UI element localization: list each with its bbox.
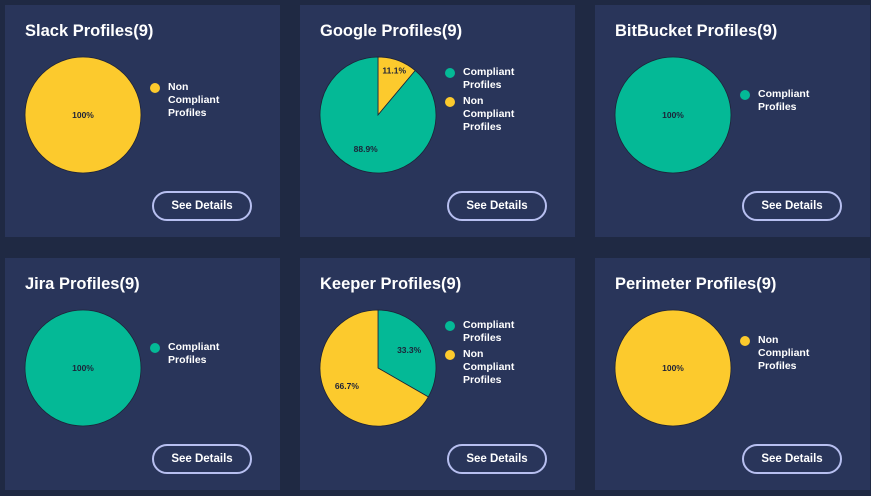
pie-slice-label: 66.7% [335, 381, 360, 391]
legend-dot-icon [150, 343, 160, 353]
legend-label: Non Compliant Profiles [463, 348, 515, 386]
pie-slice [319, 56, 437, 174]
pie-slice-label: 88.9% [354, 144, 379, 154]
card-google-profiles: Google Profiles(9) 11.1% 88.9% Compliant … [300, 5, 575, 237]
card-title: Google Profiles(9) [320, 22, 463, 40]
card-title: Jira Profiles(9) [25, 275, 140, 293]
pie-slice [24, 309, 142, 427]
legend-dot-icon [445, 97, 455, 107]
card-title: BitBucket Profiles(9) [615, 22, 778, 40]
legend-dot-icon [740, 336, 750, 346]
card-title: Keeper Profiles(9) [320, 275, 462, 293]
pie-slice-label: 33.3% [397, 345, 422, 355]
legend: Compliant Profiles [150, 341, 275, 370]
card-bitbucket-profiles: BitBucket Profiles(9) 100% Compliant Pro… [595, 5, 870, 237]
pie-slice-label: 100% [662, 110, 684, 120]
pie-slice-label: 100% [662, 363, 684, 373]
pie-slice [377, 309, 437, 398]
pie-chart: 100% [614, 56, 732, 174]
legend-dot-icon [740, 90, 750, 100]
legend-label: Compliant Profiles [168, 341, 220, 366]
see-details-button[interactable]: See Details [447, 191, 547, 221]
card-perimeter-profiles: Perimeter Profiles(9) 100% Non Compliant… [595, 258, 870, 490]
legend-label: Non Compliant Profiles [758, 334, 810, 372]
see-details-button[interactable]: See Details [152, 191, 252, 221]
legend-dot-icon [445, 350, 455, 360]
card-slack-profiles: Slack Profiles(9) 100% Non Compliant Pro… [5, 5, 280, 237]
card-title: Perimeter Profiles(9) [615, 275, 777, 293]
pie-chart: 100% [24, 56, 142, 174]
legend-label: Compliant Profiles [758, 88, 810, 113]
legend: Non Compliant Profiles [740, 334, 865, 376]
card-keeper-profiles: Keeper Profiles(9) 33.3% 66.7% Compliant … [300, 258, 575, 490]
legend-item: Compliant Profiles [740, 88, 865, 114]
legend-dot-icon [150, 83, 160, 93]
legend-item: Non Compliant Profiles [445, 348, 570, 387]
pie-chart: 100% [24, 309, 142, 427]
see-details-button[interactable]: See Details [742, 191, 842, 221]
pie-slice-label: 100% [72, 110, 94, 120]
legend-item: Compliant Profiles [445, 66, 570, 92]
legend: Non Compliant Profiles [150, 81, 275, 123]
legend-dot-icon [445, 321, 455, 331]
legend-label: Compliant Profiles [463, 319, 515, 344]
see-details-button[interactable]: See Details [447, 444, 547, 474]
legend: Compliant Profiles [740, 88, 865, 117]
card-title: Slack Profiles(9) [25, 22, 154, 40]
card-jira-profiles: Jira Profiles(9) 100% Compliant Profiles… [5, 258, 280, 490]
legend-label: Non Compliant Profiles [463, 95, 515, 133]
pie-chart: 100% [614, 309, 732, 427]
pie-slice [319, 309, 429, 427]
legend-item: Non Compliant Profiles [150, 81, 275, 120]
see-details-button[interactable]: See Details [152, 444, 252, 474]
legend-item: Non Compliant Profiles [445, 95, 570, 134]
legend-label: Non Compliant Profiles [168, 81, 220, 119]
pie-slice-label: 100% [72, 363, 94, 373]
legend: Compliant Profiles Non Compliant Profiles [445, 319, 570, 390]
pie-slice [614, 309, 732, 427]
pie-chart: 33.3% 66.7% [319, 309, 437, 427]
legend-item: Non Compliant Profiles [740, 334, 865, 373]
legend-dot-icon [445, 68, 455, 78]
legend-item: Compliant Profiles [150, 341, 275, 367]
legend-label: Compliant Profiles [463, 66, 515, 91]
legend-item: Compliant Profiles [445, 319, 570, 345]
pie-chart: 11.1% 88.9% [319, 56, 437, 174]
pie-slice [24, 56, 142, 174]
pie-slice-label: 11.1% [382, 65, 406, 75]
legend: Compliant Profiles Non Compliant Profiles [445, 66, 570, 137]
pie-slice [614, 56, 732, 174]
see-details-button[interactable]: See Details [742, 444, 842, 474]
